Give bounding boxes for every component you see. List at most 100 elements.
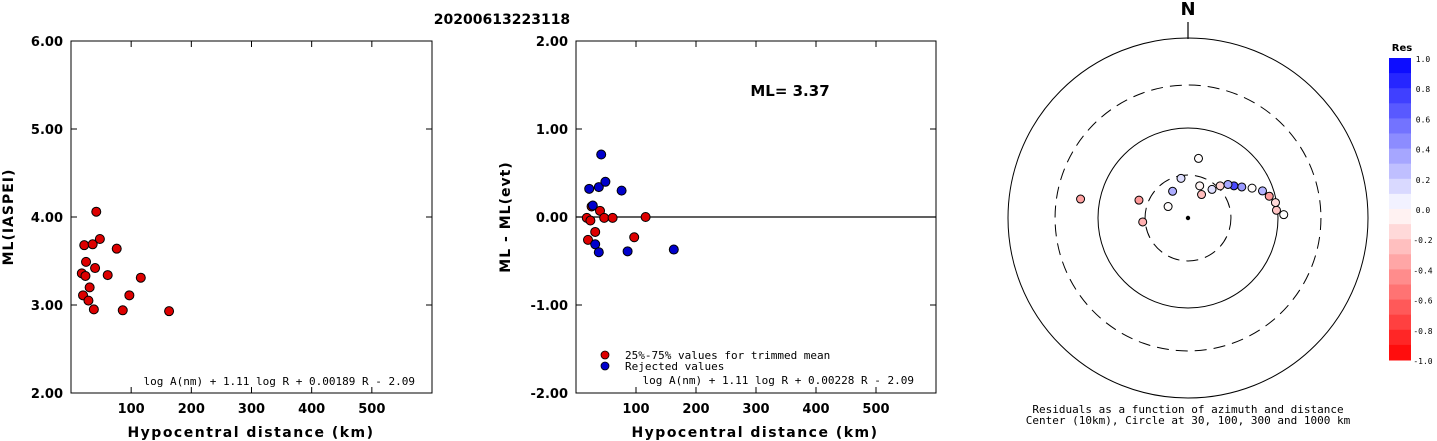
colorbar-tick-label: 0.4 <box>1416 146 1431 155</box>
map-residual-point <box>1215 181 1225 191</box>
colorbar-cell <box>1389 299 1411 316</box>
map-residual-point <box>1257 186 1267 196</box>
panel1-y-tick-label: 3.00 <box>31 299 63 314</box>
panel2-x-tick-label: 500 <box>862 402 889 417</box>
map-residual-points <box>1076 153 1289 227</box>
panel1-data-point <box>135 272 146 283</box>
panel2-y-tick-label: 1.00 <box>536 123 568 138</box>
colorbar-cell <box>1389 193 1411 210</box>
panel1-y-tick-label: 6.00 <box>31 35 63 50</box>
panel2-data-point <box>593 247 604 258</box>
map-residual-point <box>1197 190 1207 200</box>
panel2-data-point <box>596 149 607 160</box>
panel2-data-point <box>629 232 640 243</box>
legend-trimmed-marker <box>600 350 610 360</box>
map-caption-line2: Center (10km), Circle at 30, 100, 300 an… <box>1026 414 1351 427</box>
distance-rings <box>1007 37 1369 399</box>
panel2-y-axis: -2.00 -1.00 0.00 1.00 2.00 <box>531 35 936 402</box>
colorbar-tick-label: -0.8 <box>1413 327 1432 336</box>
colorbar-tick-label: 0.0 <box>1416 206 1431 215</box>
colorbar-cell <box>1389 239 1411 255</box>
distance-ring <box>1144 174 1232 262</box>
colorbar-cell <box>1389 118 1411 134</box>
map-residual-point <box>1271 205 1281 215</box>
panel1-data-points <box>76 206 175 317</box>
panel2-data-point <box>668 244 679 255</box>
panel1-data-point <box>80 270 91 281</box>
panel1-data-point <box>84 282 95 293</box>
distance-ring <box>1054 84 1322 352</box>
colorbar-cell <box>1389 163 1411 180</box>
panel2-data-point <box>585 215 596 226</box>
colorbar-tick-label: -0.4 <box>1413 266 1432 275</box>
colorbar-cells <box>1389 58 1411 361</box>
colorbar-cell <box>1389 209 1411 225</box>
colorbar-cell <box>1389 133 1411 150</box>
colorbar-cell <box>1389 284 1411 301</box>
map-residual-point <box>1194 153 1204 163</box>
panel2-data-point <box>640 212 651 222</box>
panel2-x-label: Hypocentral distance (km) <box>631 425 878 441</box>
map-center-point <box>1185 215 1191 221</box>
distance-ring <box>1007 37 1369 399</box>
colorbar-tick-label: -0.6 <box>1413 297 1432 306</box>
distance-ring <box>1097 127 1279 309</box>
panel1-frame <box>70 40 433 394</box>
panel1-x-label: Hypocentral distance (km) <box>127 425 374 441</box>
panel2-x-tick-label: 100 <box>622 402 649 417</box>
map-residual-point <box>1207 184 1217 194</box>
panel1-formula: log A(nm) + 1.11 log R + 0.00189 R - 2.0… <box>143 375 415 388</box>
panel1-y-axis: 2.00 3.00 4.00 5.00 6.00 <box>31 35 432 402</box>
panel1-x-tick-label: 500 <box>358 402 385 417</box>
panel1-x-tick-label: 400 <box>298 402 325 417</box>
map-residual-point <box>1247 183 1257 193</box>
panel1-data-point <box>90 263 101 274</box>
panel2-y-label: ML - ML(evt) <box>498 161 514 272</box>
residual-vs-distance-panel: -2.00 -1.00 0.00 1.00 2.00 100 200 300 400 500 M… <box>498 35 937 441</box>
panel2-data-point <box>584 183 595 194</box>
panel2-data-points <box>581 149 679 258</box>
legend-rejected-marker <box>600 361 610 371</box>
colorbar-tick-label: 0.6 <box>1416 115 1431 124</box>
colorbar-tick-label: -0.2 <box>1413 236 1432 245</box>
colorbar-cell <box>1389 73 1411 89</box>
panel2-data-point <box>587 200 598 211</box>
panel2-data-point <box>607 212 618 223</box>
panel1-x-tick-label: 200 <box>178 402 205 417</box>
panel1-x-tick-label: 300 <box>238 402 265 417</box>
panel2-data-point <box>616 185 627 196</box>
panel1-data-point <box>164 306 175 317</box>
panel1-x-axis: 100 200 300 400 500 <box>118 41 385 417</box>
map-residual-point <box>1163 202 1173 212</box>
map-residual-point <box>1195 181 1205 191</box>
panel1-data-point <box>117 305 128 316</box>
residual-map-panel: N Residuals as a function of azimuth and… <box>1007 0 1369 427</box>
colorbar-cell <box>1389 254 1411 270</box>
panel2-y-tick-label: 2.00 <box>536 35 568 50</box>
residual-colorbar: Res 1.0 0.8 0.6 0.4 0.2 0.0 -0.2 -0.4 -0.6 -0.8 -1… <box>1389 43 1433 366</box>
panel2-y-tick-label: 0.00 <box>536 211 568 226</box>
colorbar-title: Res <box>1392 43 1412 54</box>
colorbar-cell <box>1389 103 1411 119</box>
map-residual-point <box>1223 179 1233 189</box>
colorbar-cell <box>1389 58 1411 74</box>
map-residual-point <box>1264 191 1274 201</box>
panel1-data-point <box>124 290 135 301</box>
panel2-data-point <box>622 246 633 257</box>
panel1-x-tick-label: 100 <box>118 402 145 417</box>
panel1-data-point <box>111 243 122 254</box>
colorbar-cell <box>1389 178 1411 195</box>
colorbar-tick-label: 1.0 <box>1416 55 1431 64</box>
panel2-data-point <box>593 182 604 193</box>
colorbar-tick-label: -1.0 <box>1413 357 1432 366</box>
colorbar-cell <box>1389 329 1411 346</box>
map-residual-point <box>1134 195 1144 205</box>
panel2-data-point <box>599 212 610 223</box>
colorbar-cell <box>1389 224 1411 240</box>
panel1-data-point <box>79 240 90 251</box>
panel2-legend: 25%-75% values for trimmed mean Rejected… <box>600 349 830 373</box>
map-residual-point <box>1237 182 1247 192</box>
map-residual-point <box>1168 186 1178 196</box>
panel2-data-point <box>583 234 593 245</box>
panel1-y-tick-label: 5.00 <box>31 123 63 138</box>
